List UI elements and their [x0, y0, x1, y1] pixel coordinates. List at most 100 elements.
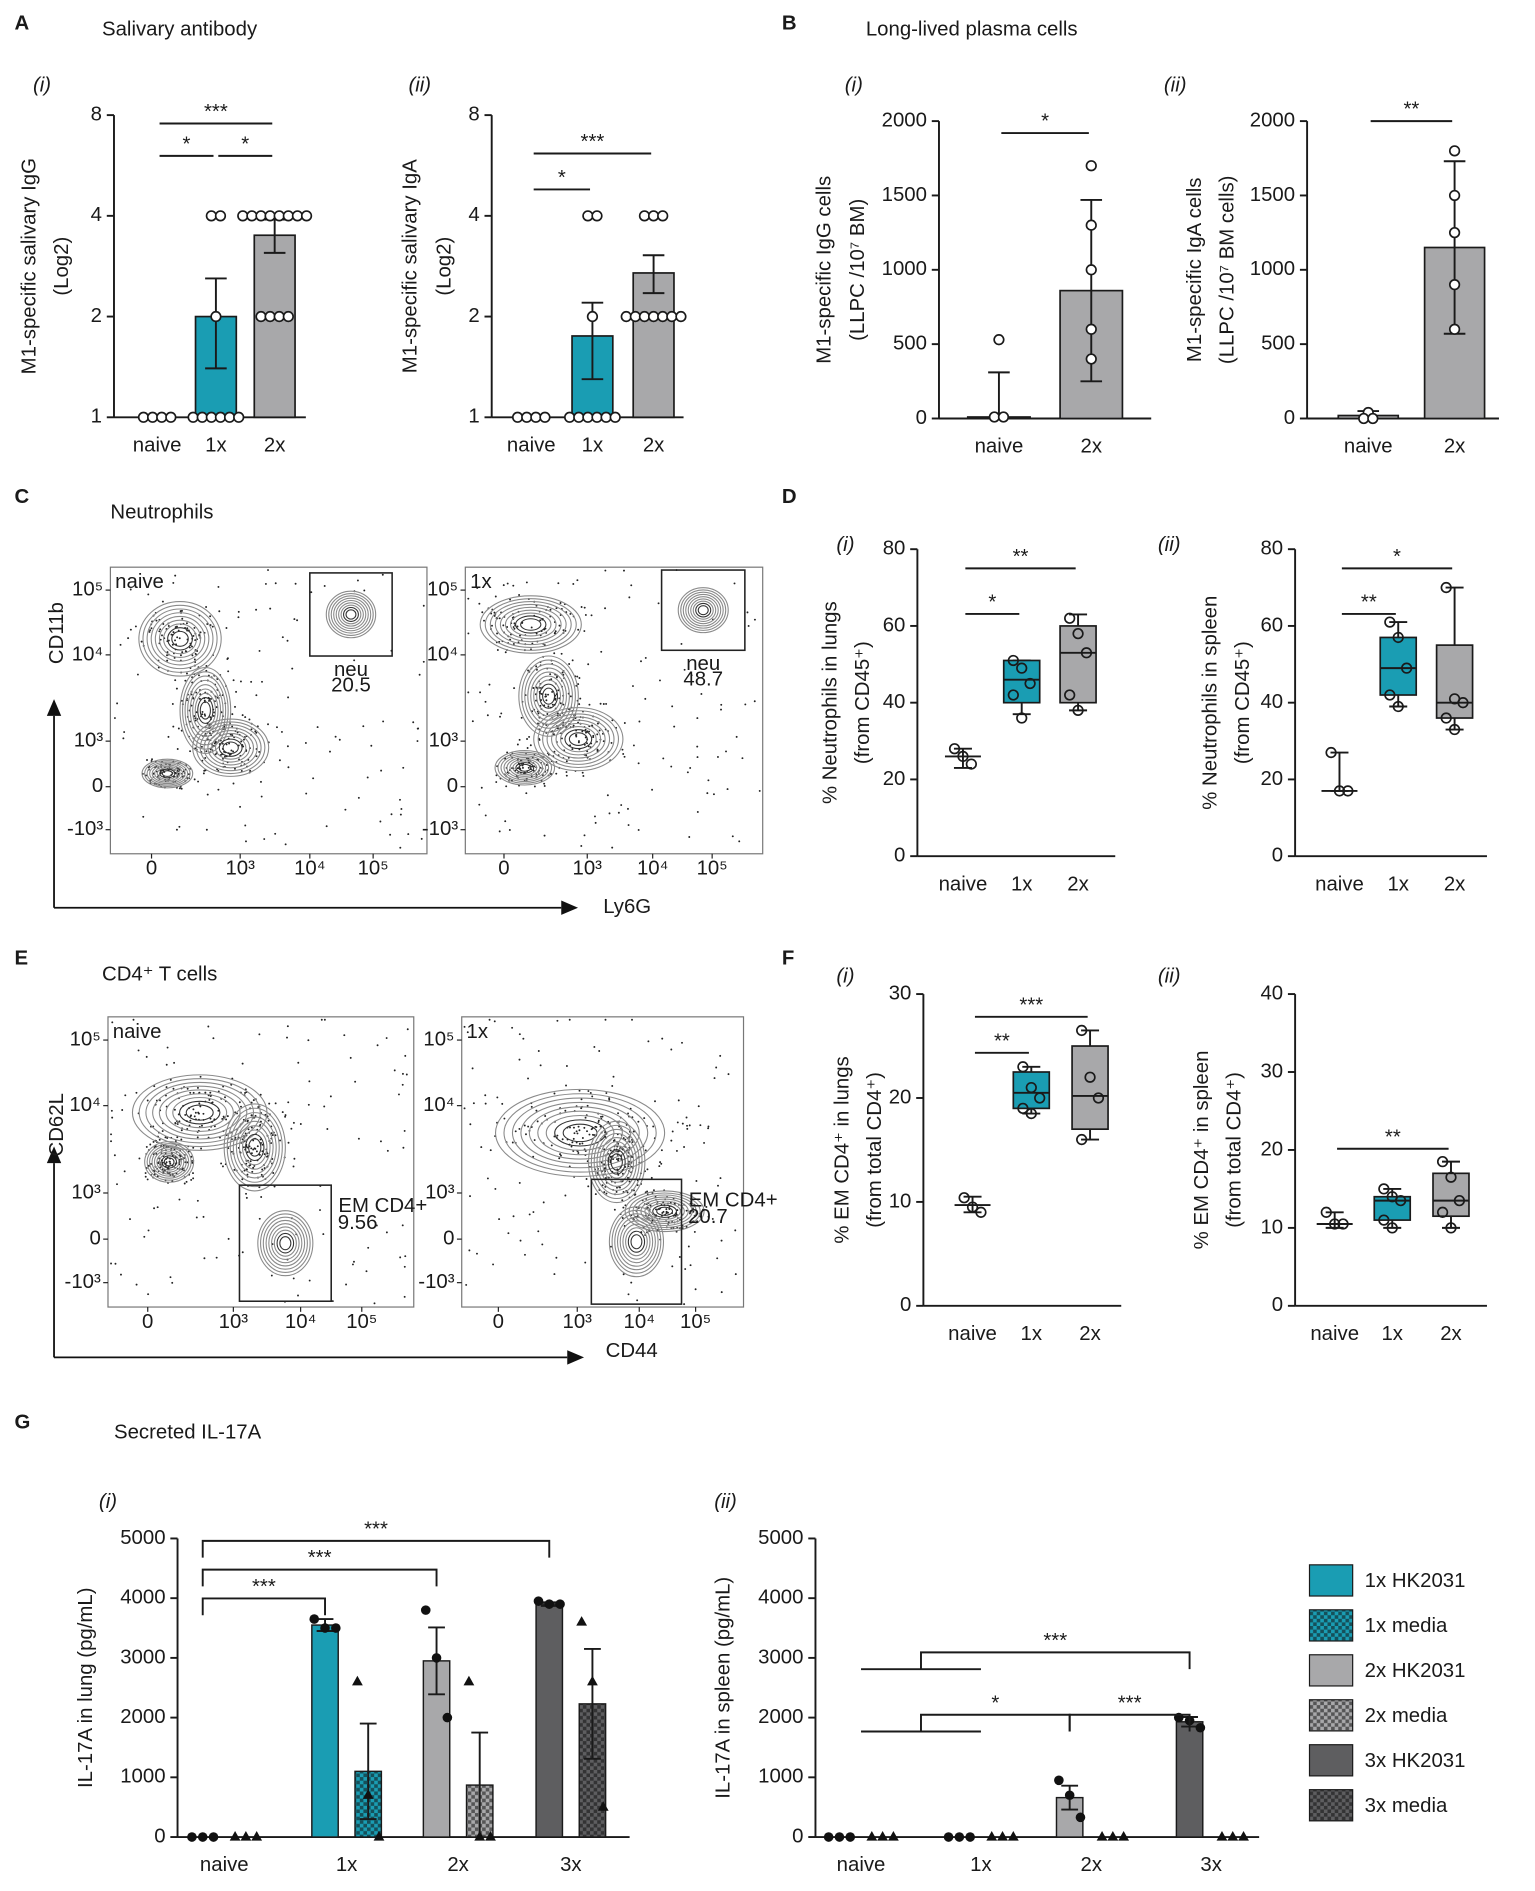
contour [260, 1213, 311, 1273]
event-dot [159, 628, 162, 631]
panel-letter: F [782, 948, 794, 970]
event-dot [690, 674, 693, 677]
contour [687, 596, 719, 625]
event-dot [135, 1091, 138, 1094]
event-dot [622, 1137, 625, 1140]
event-dot [200, 1147, 203, 1150]
significance-text: * [988, 592, 996, 614]
event-dot [616, 1158, 618, 1161]
event-dot [657, 602, 660, 605]
y-axis-label: (from total CD4⁺) [864, 1072, 886, 1228]
contour [197, 697, 214, 724]
y-tick-label: 10⁵ [427, 578, 458, 600]
event-dot [483, 619, 485, 622]
data-point [521, 411, 533, 423]
panel-label: (ii) [1158, 534, 1181, 556]
event-dot [225, 1118, 228, 1121]
event-dot [580, 1098, 583, 1101]
event-dot [494, 595, 497, 598]
event-dot [512, 626, 515, 629]
data-point [943, 1832, 954, 1842]
x-tick-label: 10⁵ [697, 858, 728, 880]
event-dot [696, 756, 699, 759]
event-dot [646, 1190, 649, 1193]
event-dot [636, 1299, 639, 1302]
contour [268, 1223, 303, 1264]
event-dot [291, 667, 294, 670]
event-dot [218, 610, 221, 613]
event-dot [203, 1257, 206, 1260]
event-dot [680, 642, 683, 645]
event-dot [356, 579, 359, 582]
event-dot [716, 1257, 719, 1260]
event-dot [553, 1273, 556, 1276]
event-dot [255, 755, 258, 758]
panel-label: (i) [845, 75, 863, 97]
event-dot [244, 716, 247, 719]
event-dot [243, 738, 245, 741]
event-dot [316, 726, 319, 729]
data-point [1034, 1092, 1046, 1104]
event-dot [401, 1224, 404, 1227]
x-tick-label: 1x [1387, 873, 1409, 895]
event-dot [512, 1215, 515, 1218]
data-point [1448, 226, 1461, 239]
contour [199, 724, 262, 772]
event-dot [274, 832, 277, 835]
event-dot [245, 1162, 248, 1165]
event-dot [255, 1150, 258, 1153]
event-dot [688, 836, 691, 838]
contour [279, 1236, 292, 1251]
data-point [647, 210, 660, 222]
data-point [1453, 1194, 1466, 1207]
x-tick-label: naive [837, 1854, 886, 1876]
event-dot [547, 705, 550, 708]
event-dot [572, 1126, 575, 1129]
y-axis-label: (from total CD4⁺) [1224, 1072, 1246, 1228]
event-dot [110, 1262, 113, 1265]
significance-bracket [920, 1651, 1191, 1670]
event-dot [565, 760, 568, 763]
event-dot [525, 1133, 527, 1136]
event-dot [227, 1237, 230, 1240]
event-dot [587, 1090, 590, 1093]
event-dot [195, 691, 198, 694]
event-dot [555, 772, 558, 775]
data-point [1216, 1831, 1228, 1841]
event-dot [250, 680, 253, 683]
data-point [205, 210, 217, 222]
event-dot [198, 697, 201, 700]
box [1435, 644, 1474, 719]
event-dot [631, 1141, 634, 1144]
event-dot [402, 766, 405, 769]
event-dot [293, 1157, 296, 1160]
event-dot [561, 1138, 564, 1141]
x-tick-label: 10³ [219, 1311, 249, 1333]
data-point [866, 1831, 878, 1841]
event-dot [146, 759, 148, 761]
event-dot [617, 811, 620, 814]
data-point [255, 310, 267, 323]
event-dot [239, 680, 242, 683]
event-dot [565, 1065, 568, 1067]
contour [340, 604, 362, 625]
event-dot [178, 825, 181, 828]
event-dot [231, 725, 234, 728]
contour [568, 732, 588, 746]
panel-letter: E [14, 948, 28, 970]
data-point [1092, 1092, 1105, 1104]
contour [503, 1093, 657, 1173]
event-dot [549, 608, 552, 611]
contour [515, 615, 547, 634]
event-dot [559, 602, 562, 604]
event-dot [192, 1091, 195, 1094]
data-point [1064, 689, 1076, 701]
data-point [888, 1831, 899, 1841]
event-dot [583, 1126, 586, 1129]
event-dot [187, 773, 190, 776]
contour [515, 762, 535, 774]
event-dot [416, 740, 419, 743]
event-dot [524, 1253, 526, 1256]
y-tick-label: 8 [468, 104, 479, 126]
event-dot [325, 825, 328, 828]
